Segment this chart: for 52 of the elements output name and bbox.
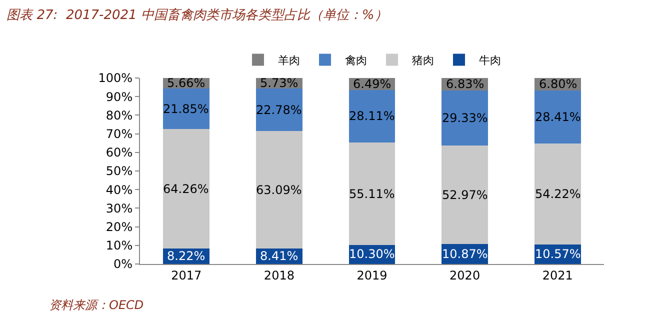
data-label: 5.66% xyxy=(167,76,206,90)
data-label: 55.11% xyxy=(349,187,395,201)
bar xyxy=(163,88,210,130)
data-label: 54.22% xyxy=(535,187,581,201)
y-tick-label: 40% xyxy=(106,182,133,197)
bar xyxy=(256,131,302,248)
y-tick-label: 50% xyxy=(106,164,133,178)
data-label: 29.33% xyxy=(442,111,488,125)
x-tick-label: 2020 xyxy=(450,268,480,282)
data-label: 5.73% xyxy=(260,76,298,90)
x-tick-label: 2018 xyxy=(264,268,294,282)
x-tick-label: 2017 xyxy=(171,268,202,282)
bar xyxy=(348,142,396,245)
bar xyxy=(163,129,210,249)
y-tick-label: 0% xyxy=(114,257,133,272)
y-tick-label: 90% xyxy=(106,90,133,104)
data-label: 22.78% xyxy=(256,103,302,117)
bar xyxy=(442,90,488,146)
data-label: 64.26% xyxy=(163,182,209,196)
y-tick-label: 10% xyxy=(106,238,133,253)
data-label: 28.11% xyxy=(349,109,395,123)
legend-label: 禽肉 xyxy=(345,54,367,68)
legend-label: 牛肉 xyxy=(479,54,501,68)
data-label: 8.22% xyxy=(167,249,206,263)
chart-title: 图表 27: 2017-2021 中国畜禽肉类市场各类型占比（单位：%） xyxy=(6,6,388,23)
data-label: 21.85% xyxy=(163,102,209,116)
x-tick-label: 2021 xyxy=(542,268,573,282)
legend-label: 羊肉 xyxy=(278,54,300,68)
y-tick-label: 20% xyxy=(106,220,133,234)
data-label: 10.30% xyxy=(349,247,395,261)
bar xyxy=(534,143,581,244)
bar xyxy=(256,88,302,132)
text: 资料来源：OECD xyxy=(49,298,144,312)
bar xyxy=(348,90,396,142)
y-tick-label: 80% xyxy=(106,108,133,122)
y-tick-label: 30% xyxy=(106,201,133,216)
data-label: 63.09% xyxy=(256,183,302,197)
data-label: 8.41% xyxy=(260,249,298,263)
y-tick-label: 70% xyxy=(106,127,133,141)
bar xyxy=(442,145,488,244)
data-label: 52.97% xyxy=(442,188,488,202)
data-label: 10.57% xyxy=(535,247,581,261)
bar xyxy=(534,90,581,144)
data-label: 28.41% xyxy=(535,110,581,124)
y-tick-label: 100% xyxy=(98,71,133,86)
data-label: 6.83% xyxy=(446,77,484,91)
legend-label: 猪肉 xyxy=(412,54,434,68)
x-tick-label: 2019 xyxy=(356,268,388,282)
data-label: 6.49% xyxy=(353,77,392,91)
y-tick-label: 60% xyxy=(106,146,133,160)
data-label: 10.87% xyxy=(442,247,488,261)
data-label: 6.80% xyxy=(539,77,578,91)
